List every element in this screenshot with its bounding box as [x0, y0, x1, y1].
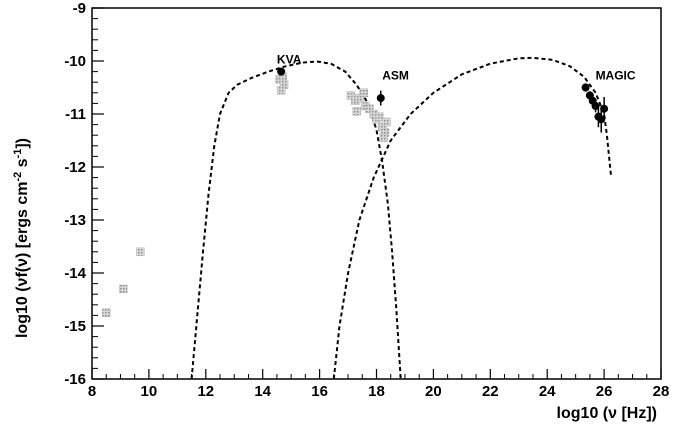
axis-ticks: 8 10 12 14 16 18 20 22 24 26 28 -9 -10 -11 -12 -13 -14 -1…	[64, 0, 669, 400]
y-tick-label: -10	[64, 53, 86, 70]
y-tick-label: -15	[64, 318, 86, 335]
archival-point	[352, 107, 361, 116]
annotation-label: ASM	[382, 69, 409, 83]
archival-point	[365, 104, 374, 113]
archival-point	[119, 284, 128, 294]
archival-data-points	[101, 72, 391, 317]
archival-point	[346, 91, 356, 100]
measured-point	[581, 83, 590, 92]
x-tick-label: 26	[596, 383, 613, 400]
model-curves	[190, 56, 613, 379]
x-tick-label: 20	[425, 383, 442, 400]
measured-point	[376, 94, 385, 103]
x-tick-label: 22	[482, 383, 499, 400]
x-tick-label: 16	[311, 383, 328, 400]
archival-point	[101, 308, 111, 317]
y-tick-label: -16	[64, 371, 86, 388]
y-tick-label: -12	[64, 159, 86, 176]
y-tick-label: -9	[73, 0, 86, 17]
archival-point	[382, 117, 391, 127]
y-axis-title: log10 (νf(ν) [ergs cm-2 s-1])	[12, 138, 31, 338]
annotations: KVA ASM MAGIC	[277, 53, 636, 83]
x-tick-label: 18	[368, 383, 385, 400]
archival-point	[355, 93, 364, 103]
x-tick-label: 28	[653, 383, 670, 400]
measured-point	[591, 102, 600, 111]
inverse-compton-model-curve	[332, 56, 613, 379]
synchrotron-model-curve	[190, 60, 402, 379]
measured-point	[600, 104, 609, 113]
plot-frame	[91, 7, 662, 380]
y-tick-label: -11	[65, 106, 86, 123]
x-tick-label: 8	[88, 383, 96, 400]
archival-point	[359, 88, 368, 98]
x-tick-label: 14	[254, 383, 271, 400]
x-tick-label: 10	[141, 383, 158, 400]
archival-point	[379, 133, 388, 143]
y-tick-label: -14	[64, 265, 86, 282]
y-tick-label: -13	[64, 212, 86, 229]
x-axis-title: log10 (ν [Hz])	[557, 405, 657, 422]
x-tick-label: 12	[197, 383, 214, 400]
annotation-label: KVA	[277, 53, 302, 67]
measured-data-points	[277, 67, 609, 133]
archival-point	[136, 247, 145, 257]
measured-point	[597, 115, 606, 124]
annotation-label: MAGIC	[596, 69, 636, 83]
measured-point	[277, 67, 286, 76]
x-tick-label: 24	[539, 383, 556, 400]
archival-point	[276, 85, 286, 95]
archival-point	[375, 112, 384, 121]
